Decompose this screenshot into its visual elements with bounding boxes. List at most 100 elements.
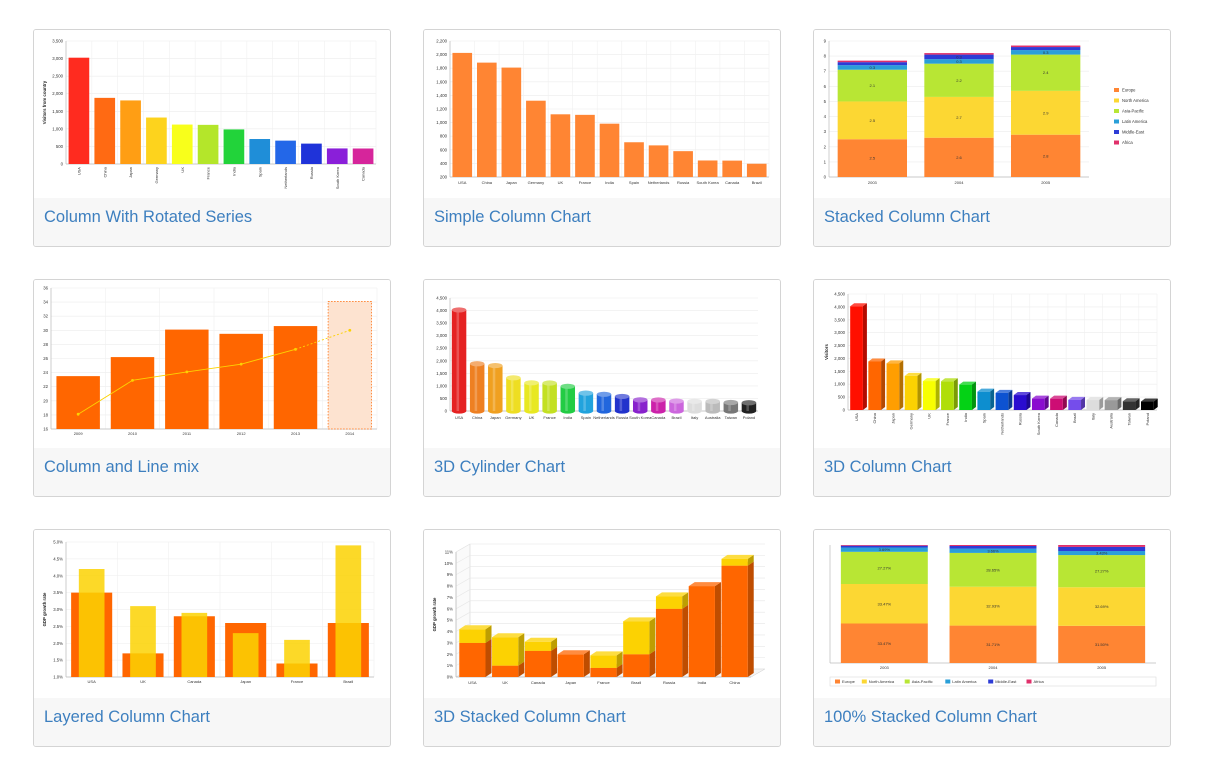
y-tick-label: 1,200	[436, 107, 447, 112]
bar	[327, 301, 372, 430]
legend-swatch	[1114, 88, 1119, 92]
x-tick-label: Brazil	[752, 180, 762, 185]
bar-segment	[837, 69, 907, 102]
bar	[526, 100, 546, 177]
bar	[146, 117, 167, 164]
chart-card[interactable]: 0 500 1,000 1,500 2,000 2,500 3,000 3,500 4,000 4…	[423, 279, 781, 497]
bar-segment	[840, 584, 928, 624]
data-label: 28.65%	[986, 567, 1000, 572]
x-tick-label: Russia	[1018, 412, 1023, 425]
data-label: 0.3	[1043, 50, 1049, 55]
chart-thumbnail[interactable]: 16 18 20 22 24 26 28 30 32 34 36 2009 2010 2011 2012 20…	[34, 280, 390, 448]
y-tick-label: 3,000	[834, 330, 845, 335]
y-tick-label: 2,500	[52, 74, 63, 79]
chart-thumbnail[interactable]: 0 500 1,000 1,500 2,000 2,500 3,000 3,500 4,000 4…	[814, 280, 1170, 448]
cylinder-base	[451, 408, 467, 414]
cylinder-base	[524, 408, 539, 414]
bar	[94, 97, 116, 164]
bar-side	[714, 582, 721, 677]
bar-segment	[840, 551, 928, 585]
chart-thumbnail[interactable]: 0 500 1,000 1,500 2,000 2,500 3,000 3,500 Visito…	[34, 30, 390, 198]
legend-swatch	[904, 679, 910, 684]
chart-title-link[interactable]: 3D Cylinder Chart	[434, 458, 566, 476]
stacked-column-chart: 01234567892.52.52.10.320032.62.72.20.30.…	[824, 39, 1150, 186]
bar-side	[747, 554, 754, 566]
chart-title-link[interactable]: Column and Line mix	[44, 458, 199, 476]
bar-top	[721, 554, 754, 559]
y-tick-label: 2,200	[436, 39, 447, 44]
cylinder-body	[560, 386, 576, 411]
bar-side	[862, 303, 867, 410]
x-tick-label: Brazil	[1072, 413, 1077, 423]
chart-thumbnail[interactable]: 33.47% 33.47% 27.27% 3.69% 2003 31.71% 32.93% 2…	[814, 530, 1170, 698]
chart-card[interactable]: 1.0% 1.5% 2.0% 2.5% 3.0% 3.5% 4.0% 4.5% 5.0% GDP …	[33, 529, 391, 747]
chart-thumbnail[interactable]: 200 400 600 800 1,000 1,200 1,400 1,600 1,800 2,0…	[424, 30, 780, 198]
x-tick-label: France	[543, 415, 556, 420]
chart-title-link[interactable]: Simple Column Chart	[434, 208, 591, 226]
cylinder-body	[687, 401, 702, 411]
x-tick-label: South Korea	[1036, 412, 1041, 435]
y-tick-label: 1,000	[834, 382, 845, 387]
stacked-3d-column-chart: 0% 1% 2% 3% 4% 5% 6% 7% 8% 9% 10% 11% GDP growth rat…	[432, 543, 766, 685]
chart-thumbnail[interactable]: 1.0% 1.5% 2.0% 2.5% 3.0% 3.5% 4.0% 4.5% 5.0% GDP …	[34, 530, 390, 698]
chart-card[interactable]: 33.47% 33.47% 27.27% 3.69% 2003 31.71% 32.93% 2…	[813, 529, 1171, 747]
cylinder-body	[632, 399, 648, 411]
y-tick-label: 0	[61, 162, 64, 167]
column-3d-chart: 0 500 1,000 1,500 2,000 2,500 3,000 3,500 4,000 4…	[824, 292, 1158, 435]
x-tick-label: UK	[502, 680, 508, 685]
x-tick-label: Australia	[1109, 412, 1114, 428]
x-tick-label: USA	[76, 167, 81, 176]
x-tick-label: Netherlands	[283, 167, 288, 189]
chart-title-link[interactable]: 3D Stacked Column Chart	[434, 708, 626, 726]
chart-card[interactable]: 200 400 600 800 1,000 1,200 1,400 1,600 1,800 2,0…	[423, 29, 781, 247]
bar	[868, 361, 882, 410]
bar	[165, 329, 209, 429]
x-tick-label: Italy	[1090, 413, 1095, 420]
chart-title-link[interactable]: 3D Column Chart	[824, 458, 952, 476]
chart-thumbnail[interactable]: 0 500 1,000 1,500 2,000 2,500 3,000 3,500 4,000 4…	[424, 280, 780, 448]
x-tick-label: Australia	[705, 415, 721, 420]
chart-title-link[interactable]: Layered Column Chart	[44, 708, 210, 726]
chart-title-link[interactable]: Stacked Column Chart	[824, 208, 990, 226]
y-tick-label: 6	[824, 84, 827, 89]
chart-title-link[interactable]: Column With Rotated Series	[44, 208, 253, 226]
chart-card[interactable]: 0% 1% 2% 3% 4% 5% 6% 7% 8% 9% 10% 11% GDP growth rat…	[423, 529, 781, 747]
bar	[1086, 400, 1100, 410]
y-tick-label: 3	[824, 129, 827, 134]
y-tick-label: 1	[824, 159, 827, 164]
chart-card[interactable]: 0 1 2 3 4 5 6 7 8 9 2.5 2.5 2.1 0.3 2003 2.6 2.7 2.2 0.3 0.…	[813, 29, 1171, 247]
bar-segment	[924, 96, 994, 138]
chart-thumbnail[interactable]: 0% 1% 2% 3% 4% 5% 6% 7% 8% 9% 10% 11% GDP growth rat…	[424, 530, 780, 698]
bar-top	[524, 637, 558, 642]
chart-card[interactable]: 16 18 20 22 24 26 28 30 32 34 36 2009 2010 2011 2012 20…	[33, 279, 391, 497]
data-label: 3.43%	[1096, 551, 1108, 556]
cylinder-body	[614, 396, 630, 411]
bar	[697, 160, 718, 177]
bar-segment	[590, 655, 617, 668]
chart-card[interactable]: 0 500 1,000 1,500 2,000 2,500 3,000 3,500 Visito…	[33, 29, 391, 247]
bar-top	[1104, 397, 1122, 401]
cylinder-highlight	[565, 386, 568, 411]
chart-card[interactable]: 0 500 1,000 1,500 2,000 2,500 3,000 3,500 4,000 4…	[813, 279, 1171, 497]
bar	[110, 357, 155, 429]
bar-side	[899, 360, 904, 410]
chart-thumbnail[interactable]: 0 1 2 3 4 5 6 7 8 9 2.5 2.5 2.1 0.3 2003 2.6 2.7 2.2 0.3 0.…	[814, 30, 1170, 198]
chart-title-link[interactable]: 100% Stacked Column Chart	[824, 708, 1037, 726]
y-tick-label: 2%	[447, 652, 453, 657]
x-tick-label: Italy	[691, 415, 698, 420]
bar	[352, 148, 374, 164]
bar-segment	[1011, 90, 1081, 135]
y-tick-label: 5.0%	[53, 540, 63, 545]
legend-swatch	[1114, 109, 1119, 113]
cylinder-base	[705, 408, 720, 414]
bar-segment	[721, 558, 748, 566]
cylinder-top	[651, 397, 666, 403]
bar-top	[1050, 395, 1067, 399]
bar-side	[682, 592, 689, 609]
line-point	[185, 370, 189, 374]
cylinder-top	[506, 375, 521, 381]
data-label: 2.8	[1043, 153, 1049, 158]
bar-segment	[590, 667, 617, 677]
bar-segment	[1011, 134, 1081, 177]
legend-swatch	[1026, 679, 1032, 684]
